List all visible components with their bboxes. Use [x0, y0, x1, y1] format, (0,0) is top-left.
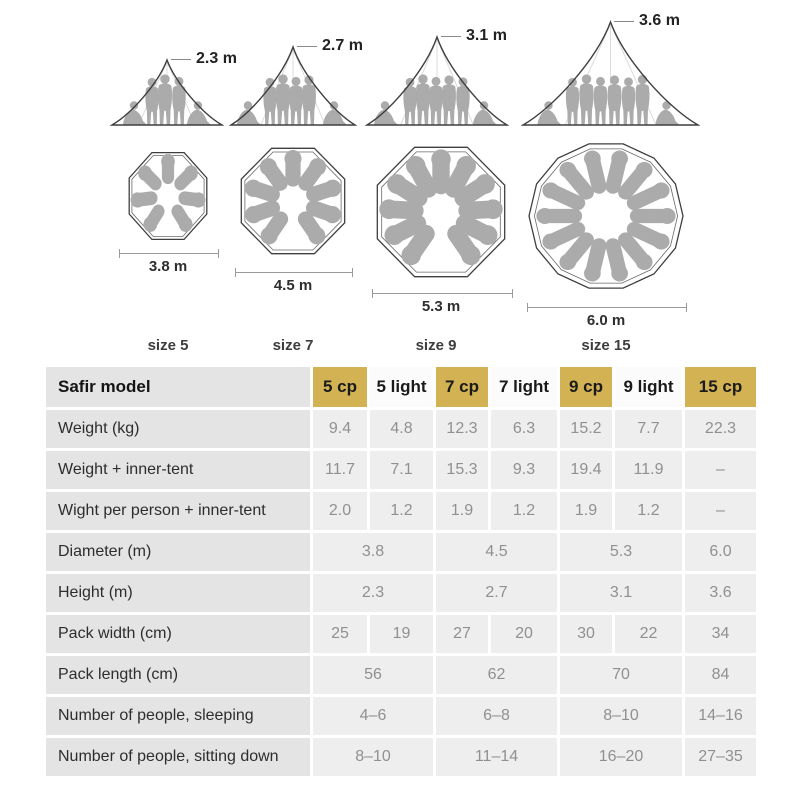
diameter-label-size-7: 4.5 m: [273, 277, 313, 294]
value-cell: 1.2: [615, 492, 682, 530]
value-cell: 22.3: [685, 410, 756, 448]
row-label: Pack width (cm): [46, 615, 310, 653]
value-cell: 22: [615, 615, 682, 653]
value-cell: 8–10: [560, 697, 682, 735]
height-label-size-9: 3.1 m: [441, 27, 507, 45]
tent-side-view-size-15: [520, 19, 700, 126]
table-corner-label: Safir model: [46, 367, 310, 407]
value-cell: 3.1: [560, 574, 682, 612]
value-cell: 3.8: [313, 533, 433, 571]
value-cell: 6–8: [436, 697, 557, 735]
value-cell: 20: [491, 615, 557, 653]
value-cell: 19.4: [560, 451, 612, 489]
value-cell: 15.2: [560, 410, 612, 448]
value-cell: 2.3: [313, 574, 433, 612]
value-cell: 2.7: [436, 574, 557, 612]
value-cell: 34: [685, 615, 756, 653]
diameter-measure-size-5: [119, 249, 219, 258]
column-header-7-light: 7 light: [491, 367, 557, 407]
value-cell: 16–20: [560, 738, 682, 776]
column-header-9-cp: 9 cp: [560, 367, 612, 407]
size-caption-5: size 5: [147, 337, 189, 354]
size-caption-15: size 15: [581, 337, 631, 354]
value-cell: 6.0: [685, 533, 756, 571]
diameter-measure-size-15: [527, 303, 687, 312]
value-cell: 15.3: [436, 451, 488, 489]
row-label: Pack length (cm): [46, 656, 310, 694]
value-cell: 70: [560, 656, 682, 694]
value-cell: 62: [436, 656, 557, 694]
column-header-7-cp: 7 cp: [436, 367, 488, 407]
value-cell: 4–6: [313, 697, 433, 735]
value-cell: 19: [370, 615, 433, 653]
row-label: Wight per person + inner-tent: [46, 492, 310, 530]
column-header-9-light: 9 light: [615, 367, 682, 407]
diameter-measure-size-9: [372, 289, 513, 298]
value-cell: 12.3: [436, 410, 488, 448]
value-cell: 27: [436, 615, 488, 653]
height-label-size-7: 2.7 m: [297, 37, 363, 55]
value-cell: 1.2: [370, 492, 433, 530]
height-label-text: 3.1 m: [466, 27, 507, 44]
column-header-5-cp: 5 cp: [313, 367, 367, 407]
value-cell: 7.7: [615, 410, 682, 448]
value-cell: 4.5: [436, 533, 557, 571]
height-label-text: 2.7 m: [322, 37, 363, 54]
height-label-size-5: 2.3 m: [171, 50, 237, 68]
column-header-15-cp: 15 cp: [685, 367, 756, 407]
diameter-label-size-9: 5.3 m: [421, 298, 461, 315]
value-cell: 3.6: [685, 574, 756, 612]
diameter-label-size-5: 3.8 m: [148, 258, 188, 275]
row-label: Number of people, sitting down: [46, 738, 310, 776]
row-label: Height (m): [46, 574, 310, 612]
height-label-text: 2.3 m: [196, 50, 237, 67]
floorplan-size-9: [376, 146, 506, 278]
size-caption-9: size 9: [415, 337, 457, 354]
diameter-measure-size-7: [235, 268, 353, 277]
value-cell: 30: [560, 615, 612, 653]
value-cell: 11.7: [313, 451, 367, 489]
tent-side-view-size-5: [110, 58, 224, 126]
row-label: Diameter (m): [46, 533, 310, 571]
height-label-text: 3.6 m: [639, 12, 680, 29]
column-header-5-light: 5 light: [370, 367, 433, 407]
floorplan-size-7: [240, 147, 346, 255]
value-cell: 4.8: [370, 410, 433, 448]
row-label: Number of people, sleeping: [46, 697, 310, 735]
value-cell: –: [685, 492, 756, 530]
value-cell: 27–35: [685, 738, 756, 776]
value-cell: 11.9: [615, 451, 682, 489]
value-cell: 1.9: [436, 492, 488, 530]
value-cell: 14–16: [685, 697, 756, 735]
value-cell: 6.3: [491, 410, 557, 448]
value-cell: 2.0: [313, 492, 367, 530]
value-cell: 25: [313, 615, 367, 653]
value-cell: –: [685, 451, 756, 489]
size-caption-7: size 7: [272, 337, 314, 354]
row-label: Weight + inner-tent: [46, 451, 310, 489]
tent-side-view-size-7: [229, 44, 357, 126]
value-cell: 84: [685, 656, 756, 694]
value-cell: 1.2: [491, 492, 557, 530]
tent-side-view-size-9: [365, 34, 509, 126]
value-cell: 56: [313, 656, 433, 694]
height-label-size-15: 3.6 m: [614, 12, 680, 30]
floorplan-size-15: [528, 143, 684, 289]
diameter-label-size-15: 6.0 m: [586, 312, 626, 329]
floorplan-size-5: [128, 151, 208, 241]
value-cell: 5.3: [560, 533, 682, 571]
value-cell: 1.9: [560, 492, 612, 530]
value-cell: 7.1: [370, 451, 433, 489]
row-label: Weight (kg): [46, 410, 310, 448]
value-cell: 9.4: [313, 410, 367, 448]
value-cell: 11–14: [436, 738, 557, 776]
spec-table: Safir model 5 cp 5 light 7 cp 7 light 9 cp 9 …: [46, 367, 756, 776]
value-cell: 9.3: [491, 451, 557, 489]
value-cell: 8–10: [313, 738, 433, 776]
